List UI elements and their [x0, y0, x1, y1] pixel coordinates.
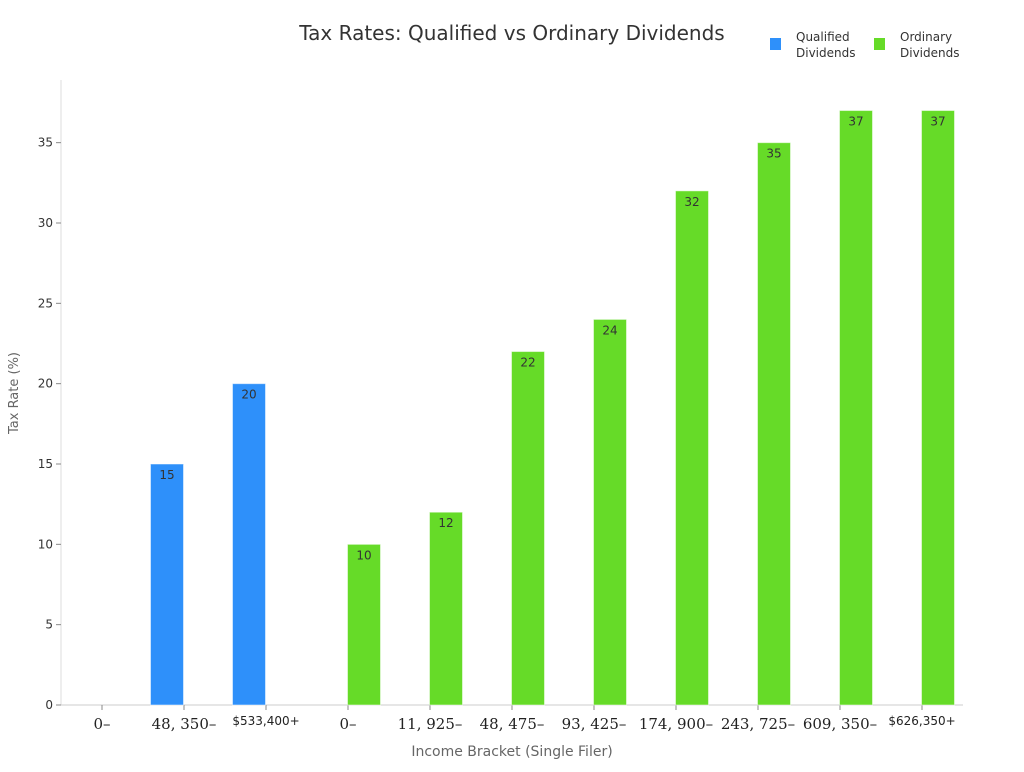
x-tick-label: 243, 725–	[721, 715, 795, 733]
y-tick-label: 0	[45, 698, 53, 712]
data-label: 15	[159, 468, 174, 482]
x-tick-label: $533,400+	[232, 714, 299, 728]
x-axis-label: Income Bracket (Single Filer)	[411, 744, 612, 760]
y-tick-label: 35	[38, 136, 53, 150]
x-tick-label: 0–	[339, 715, 356, 733]
y-tick-label: 5	[45, 618, 53, 632]
legend-label: Qualified	[796, 30, 850, 44]
y-tick-label: 25	[38, 296, 53, 310]
x-tick-label: 48, 350–	[152, 715, 217, 733]
plot-area: 0 5 10 15 20 25 30 35 0– 48, 350– $533,400+ 0– 11, 9…	[38, 80, 963, 733]
data-label: 24	[602, 323, 617, 337]
y-axis-label: Tax Rate (%)	[7, 352, 22, 435]
bar	[511, 351, 545, 706]
legend-label: Ordinary	[900, 30, 952, 44]
y-tick-label: 15	[38, 457, 53, 471]
y-tick-label: 30	[38, 216, 53, 230]
legend-swatch	[874, 38, 885, 50]
x-tick-label: $626,350+	[888, 714, 955, 728]
bar	[232, 383, 266, 706]
y-tick-label: 20	[38, 377, 53, 391]
x-tick-label: 93, 425–	[562, 715, 627, 733]
bar	[150, 463, 184, 706]
bar	[757, 142, 791, 706]
bar	[347, 543, 381, 706]
x-tick-label: 609, 350–	[803, 715, 877, 733]
data-label: 37	[848, 115, 863, 129]
x-tick-label: 0–	[93, 715, 110, 733]
bar	[921, 110, 955, 706]
x-tick-label: 174, 900–	[639, 715, 713, 733]
data-label: 22	[520, 356, 535, 370]
y-tick-label: 10	[38, 537, 53, 551]
data-label: 32	[684, 195, 699, 209]
legend: Qualified Dividends Ordinary Dividends	[770, 30, 959, 60]
bar	[839, 110, 873, 706]
legend-label: Dividends	[796, 46, 855, 60]
data-label: 10	[356, 548, 371, 562]
data-label: 37	[930, 115, 945, 129]
legend-label: Dividends	[900, 46, 959, 60]
data-label: 20	[241, 388, 256, 402]
chart-title: Tax Rates: Qualified vs Ordinary Dividen…	[298, 21, 724, 45]
bar	[675, 190, 709, 706]
data-label: 35	[766, 147, 781, 161]
x-tick-label: 11, 925–	[398, 715, 463, 733]
legend-swatch	[770, 38, 781, 50]
data-label: 12	[438, 516, 453, 530]
bar	[593, 318, 627, 706]
x-tick-label: 48, 475–	[480, 715, 545, 733]
bar	[429, 511, 463, 706]
